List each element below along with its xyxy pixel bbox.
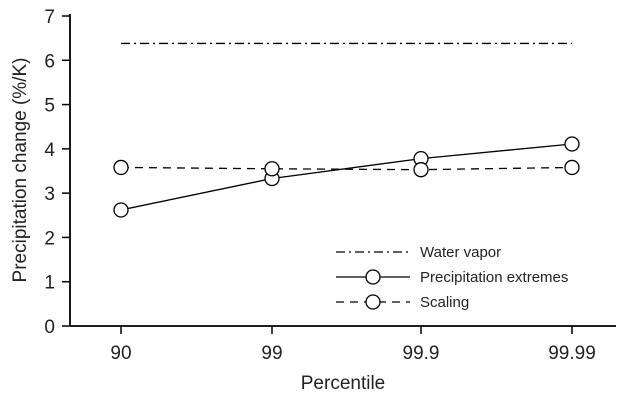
legend-label-0: Water vapor [420, 244, 501, 261]
y-tick-label-6: 6 [44, 51, 55, 72]
x-tick-label-99: 99 [261, 343, 282, 364]
y-tick-label-7: 7 [44, 7, 55, 28]
x-tick-label-90: 90 [110, 343, 131, 364]
series-2-point-3 [564, 159, 580, 176]
series-2-point-2 [413, 162, 429, 178]
legend-label-2: Scaling [420, 294, 469, 311]
y-tick-label-5: 5 [44, 96, 55, 117]
series-1-point-0 [113, 202, 129, 218]
x-ticks: 90 99 99.9 99.99 [110, 326, 596, 364]
x-tick-label-99.99: 99.99 [548, 343, 596, 364]
series-2-point-1 [264, 161, 280, 177]
y-tick-label-0: 0 [44, 317, 55, 338]
series-2 [113, 159, 580, 178]
legend-marker-1 [365, 269, 381, 285]
series-2-point-0 [113, 159, 129, 176]
series-line-2 [120, 166, 573, 171]
legend-label-1: Precipitation extremes [420, 269, 568, 286]
series-1 [113, 136, 580, 218]
y-tick-label-1: 1 [44, 273, 55, 294]
series-line-1 [120, 143, 573, 211]
legend-marker-2 [365, 294, 381, 310]
y-axis-title: Precipitation change (%/K) [10, 58, 31, 283]
series-1-point-3 [564, 136, 580, 152]
y-tick-label-4: 4 [44, 140, 55, 161]
x-tick-label-99.9: 99.9 [403, 343, 440, 364]
y-tick-label-2: 2 [44, 228, 55, 249]
axes [69, 14, 616, 327]
y-ticks: 0 1 2 3 4 5 6 7 [44, 7, 70, 338]
x-axis-title: Percentile [301, 373, 386, 394]
y-tick-label-3: 3 [44, 184, 55, 205]
series-layer [113, 42, 580, 218]
legend: Water vapor Precipitation extremes Scaling [336, 244, 568, 311]
